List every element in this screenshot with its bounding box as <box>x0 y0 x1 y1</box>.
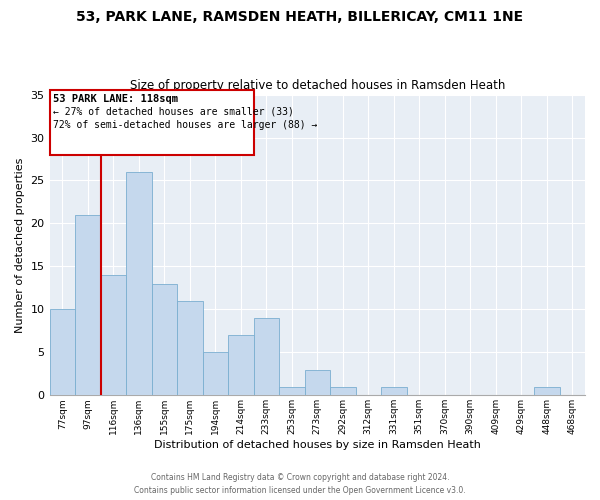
Bar <box>126 172 152 396</box>
X-axis label: Distribution of detached houses by size in Ramsden Heath: Distribution of detached houses by size … <box>154 440 481 450</box>
Bar <box>75 215 101 396</box>
Text: ← 27% of detached houses are smaller (33): ← 27% of detached houses are smaller (33… <box>53 106 294 117</box>
Bar <box>177 301 203 396</box>
Title: Size of property relative to detached houses in Ramsden Heath: Size of property relative to detached ho… <box>130 79 505 92</box>
Bar <box>279 386 305 396</box>
Bar <box>203 352 228 396</box>
Bar <box>534 386 560 396</box>
Bar <box>330 386 356 396</box>
Bar <box>101 275 126 396</box>
Y-axis label: Number of detached properties: Number of detached properties <box>15 157 25 332</box>
Bar <box>254 318 279 396</box>
Bar <box>305 370 330 396</box>
Text: Contains HM Land Registry data © Crown copyright and database right 2024.
Contai: Contains HM Land Registry data © Crown c… <box>134 474 466 495</box>
Bar <box>228 335 254 396</box>
Text: 53, PARK LANE, RAMSDEN HEATH, BILLERICAY, CM11 1NE: 53, PARK LANE, RAMSDEN HEATH, BILLERICAY… <box>76 10 524 24</box>
Text: 72% of semi-detached houses are larger (88) →: 72% of semi-detached houses are larger (… <box>53 120 318 130</box>
Bar <box>152 284 177 396</box>
Text: 53 PARK LANE: 118sqm: 53 PARK LANE: 118sqm <box>53 94 178 104</box>
Bar <box>50 310 75 396</box>
Bar <box>381 386 407 396</box>
Bar <box>50 90 254 154</box>
